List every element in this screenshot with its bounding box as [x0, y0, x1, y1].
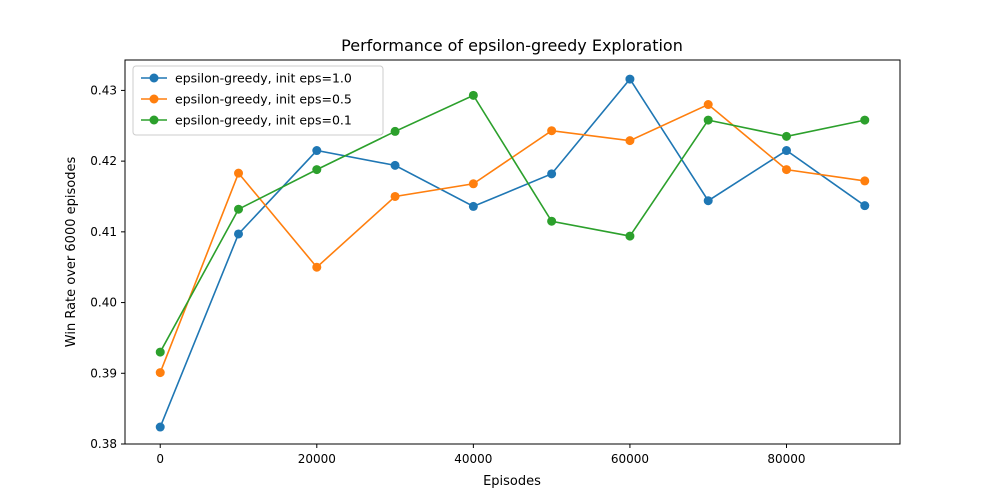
series-3-point: [547, 216, 557, 226]
x-axis-label: Episodes: [483, 474, 541, 489]
y-tick-label: 0.38: [90, 437, 117, 451]
series-1-point: [234, 229, 244, 239]
series-2-point: [155, 368, 165, 378]
chart-title: Performance of epsilon-greedy Exploratio…: [341, 36, 683, 55]
y-tick-label: 0.40: [90, 296, 117, 310]
x-tick-label: 80000: [767, 452, 805, 466]
series-1-point: [625, 74, 635, 84]
y-axis-label: Win Rate over 6000 episodes: [64, 157, 79, 348]
y-tick-label: 0.43: [90, 83, 117, 97]
series-1-point: [547, 169, 557, 179]
y-tick-label: 0.42: [90, 154, 117, 168]
y-axis-ticks: 0.38 0.39 0.40 0.41 0.42 0.43: [90, 83, 125, 451]
series-1: [155, 74, 870, 432]
legend-entry: epsilon-greedy, init eps=1.0: [141, 71, 352, 86]
y-tick-label: 0.41: [90, 225, 117, 239]
x-tick-label: 60000: [611, 452, 649, 466]
series-2: [155, 100, 870, 378]
series-3-point: [625, 231, 635, 241]
series-3-point: [781, 131, 791, 141]
series-3-point: [468, 90, 478, 100]
series-2-point: [547, 126, 557, 136]
series-3-point: [860, 115, 870, 125]
series-2-point: [390, 191, 400, 201]
series-2-point: [468, 179, 478, 189]
legend-entry: epsilon-greedy, init eps=0.1: [141, 113, 352, 128]
series-3-line: [159, 94, 865, 353]
series-1-point: [468, 201, 478, 211]
series-2-point: [312, 262, 322, 272]
series-2-point: [234, 168, 244, 178]
series-1-point: [860, 201, 870, 211]
series-1-point: [781, 146, 791, 156]
series-2-point: [860, 176, 870, 186]
legend-box: [132, 65, 384, 136]
series-2-line: [159, 103, 865, 373]
x-tick-label: 0: [156, 452, 164, 466]
series-2-point: [781, 165, 791, 175]
series-3-point: [312, 165, 322, 175]
series-1-point: [312, 146, 322, 156]
series-2-point: [625, 136, 635, 146]
legend-swatch-marker: [149, 73, 159, 83]
x-tick-label: 20000: [298, 452, 336, 466]
series-1-point: [703, 196, 713, 206]
y-tick-label: 0.39: [90, 366, 117, 380]
legend-entry: epsilon-greedy, init eps=0.5: [141, 92, 352, 107]
series-2-point: [703, 100, 713, 110]
x-axis-ticks: 0 20000 40000 60000 80000: [156, 444, 806, 466]
series-3-point: [234, 204, 244, 214]
series-3-point: [703, 115, 713, 125]
series-3-point: [155, 347, 165, 357]
legend-label: epsilon-greedy, init eps=1.0: [175, 71, 352, 86]
series-3-point: [390, 126, 400, 136]
legend-label: epsilon-greedy, init eps=0.1: [175, 113, 352, 128]
series-1-line: [159, 77, 866, 428]
series-1-point: [390, 160, 400, 170]
legend: epsilon-greedy, init eps=1.0 epsilon-gree…: [132, 65, 384, 136]
x-tick-label: 40000: [454, 452, 492, 466]
plot-frame: [124, 59, 901, 445]
series-1-point: [155, 422, 165, 432]
legend-label: epsilon-greedy, init eps=0.5: [175, 92, 352, 107]
legend-swatch-marker: [149, 94, 159, 104]
series-3: [155, 90, 870, 357]
legend-swatch-marker: [149, 115, 159, 125]
plot-series: [155, 74, 870, 432]
